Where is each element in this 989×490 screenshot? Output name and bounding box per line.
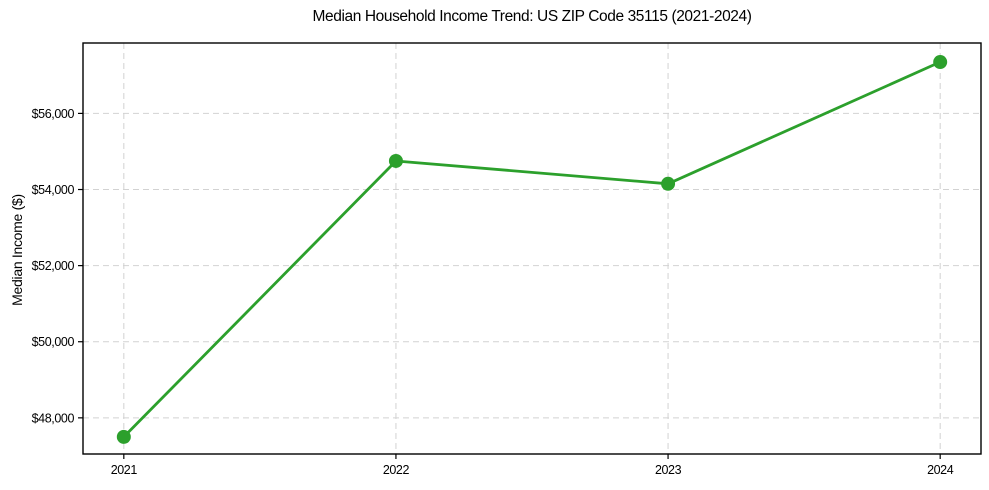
- chart-title: Median Household Income Trend: US ZIP Co…: [312, 8, 752, 25]
- y-tick-label: $56,000: [32, 107, 75, 121]
- y-tick-label: $50,000: [32, 335, 75, 349]
- income-trend-line: [122, 60, 942, 439]
- data-point-marker: [116, 429, 131, 444]
- x-tick-label: 2021: [111, 463, 138, 477]
- plot-border: [82, 42, 982, 455]
- y-tick-label: $54,000: [32, 183, 75, 197]
- y-tick-label: $48,000: [32, 411, 75, 425]
- data-point-marker: [388, 153, 403, 168]
- y-tick-label: $52,000: [32, 259, 75, 273]
- x-tick-label: 2022: [383, 463, 410, 477]
- data-point-marker: [933, 55, 948, 70]
- x-tick-label: 2023: [655, 463, 682, 477]
- data-point-marker: [661, 176, 676, 191]
- x-tick-label: 2024: [927, 463, 954, 477]
